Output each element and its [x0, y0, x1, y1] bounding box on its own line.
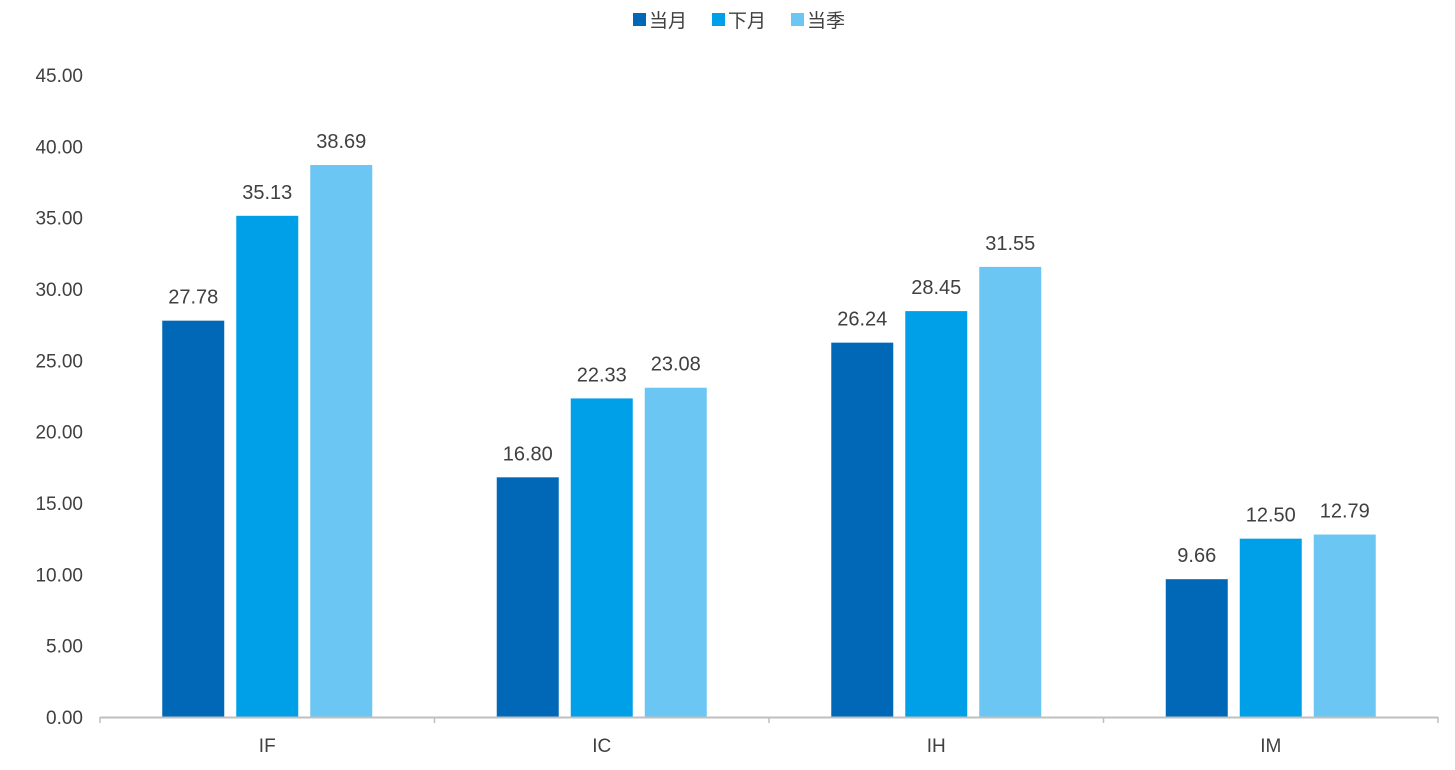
data-label: 23.08	[651, 354, 701, 376]
data-label: 31.55	[985, 233, 1035, 255]
legend-swatch-current-month	[633, 13, 646, 26]
data-label: 16.80	[503, 443, 553, 465]
legend-label-next-month: 下月	[728, 11, 766, 32]
x-category-label: IH	[927, 736, 946, 757]
data-label: 38.69	[316, 131, 366, 153]
data-label: 28.45	[911, 277, 961, 299]
y-tick-label: 25.00	[35, 351, 83, 372]
bar-im-series-2	[1313, 534, 1376, 717]
y-tick-label: 10.00	[35, 565, 83, 586]
bar-if-series-2	[310, 165, 373, 718]
legend-label-current-month: 当月	[649, 10, 687, 32]
y-tick-label: 15.00	[35, 494, 83, 515]
x-category-label: IM	[1260, 736, 1281, 757]
bar-im-series-1	[1239, 538, 1302, 717]
data-label: 12.50	[1246, 505, 1296, 527]
y-tick-label: 20.00	[35, 423, 83, 444]
bar-ih-series-1	[905, 311, 968, 717]
bar-im-series-0	[1165, 579, 1228, 717]
bar-ic-series-2	[644, 387, 707, 717]
y-tick-label: 30.00	[35, 280, 83, 301]
y-tick-label: 40.00	[35, 137, 83, 158]
y-axis: 0.00 5.00 10.00 15.00 20.00 25.00 30.00 35.00 40…	[35, 66, 83, 729]
data-label: 26.24	[837, 309, 887, 331]
data-labels: 27.78 16.80 26.24 9.66 35.13 22.33 28.45 12.50 3…	[168, 131, 1370, 567]
bar-ic-series-1	[570, 398, 633, 717]
legend-swatch-next-month	[712, 13, 725, 26]
data-label: 22.33	[577, 364, 627, 386]
y-tick-label: 45.00	[35, 66, 83, 87]
data-label: 27.78	[168, 287, 218, 309]
bar-if-series-0	[162, 320, 225, 717]
x-category-label: IF	[259, 736, 276, 757]
data-label: 9.66	[1177, 545, 1216, 567]
bar-ih-series-0	[831, 342, 894, 717]
x-axis: IF IC IH IM	[99, 716, 1439, 757]
x-category-label: IC	[592, 736, 611, 757]
bars	[162, 165, 1376, 718]
bar-ih-series-2	[979, 266, 1042, 717]
data-label: 12.79	[1320, 501, 1370, 523]
y-tick-label: 35.00	[35, 209, 83, 230]
legend-label-current-quarter: 当季	[807, 10, 845, 32]
data-label: 35.13	[242, 182, 292, 204]
legend-swatch-current-quarter	[791, 13, 804, 26]
bar-ic-series-0	[496, 477, 559, 717]
bar-if-series-1	[236, 215, 299, 717]
y-tick-label: 0.00	[46, 708, 83, 729]
y-tick-label: 5.00	[46, 637, 83, 658]
legend: 当月 下月 当季	[633, 10, 845, 32]
